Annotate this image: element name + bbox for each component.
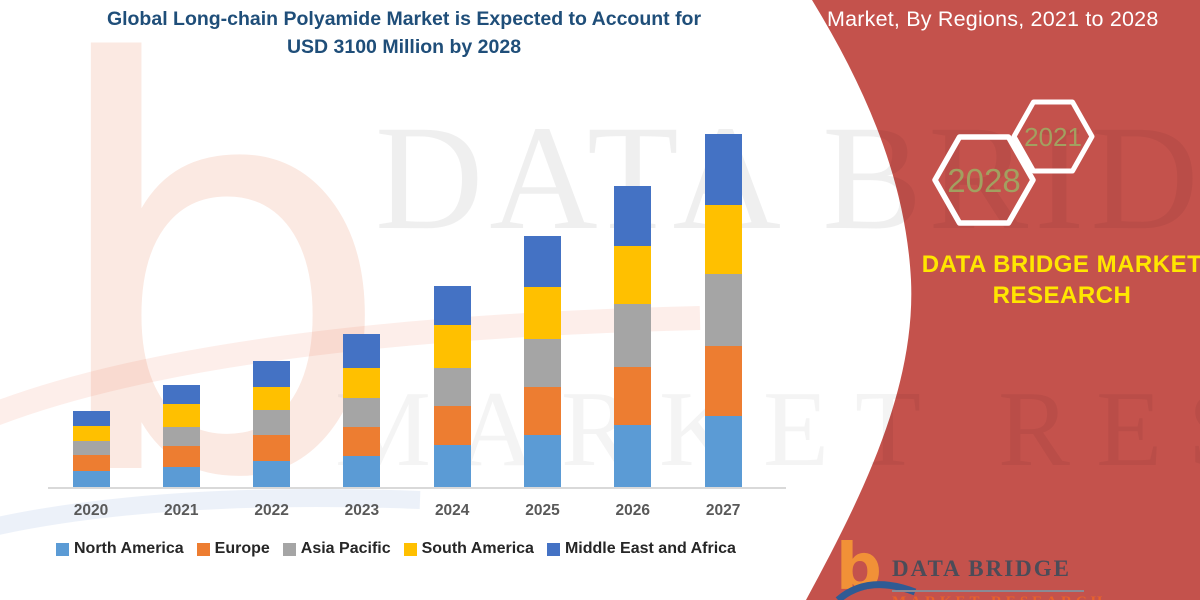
stacked-bar-2022	[253, 361, 291, 487]
bar-segment-2025-south-america	[524, 287, 561, 339]
bar-segment-2025-north-america	[524, 435, 561, 487]
legend-swatch-icon	[546, 542, 560, 556]
bar-segment-2020-north-america	[72, 471, 110, 487]
legend-item-asia-pacific: Asia Pacific	[282, 540, 391, 558]
bar-segment-2021-south-america	[162, 404, 200, 427]
plot-area	[48, 117, 786, 489]
stacked-bar-2020	[72, 411, 110, 487]
x-tick-label-2026: 2026	[615, 502, 651, 519]
hexagon-2021	[1011, 99, 1095, 174]
x-tick-label-2021: 2021	[164, 502, 199, 519]
footer-logo-swoosh	[835, 581, 917, 600]
bar-segment-2020-europe	[72, 455, 110, 471]
ribbon-ghost-text-2: MARKET RESEARCH	[335, 370, 1200, 489]
ribbon-brand-text: DATA BRIDGE MARKET RESEARCH	[921, 251, 1200, 309]
bar-segment-2020-south-america	[72, 426, 110, 441]
bar-segment-2024-middle-east-and-africa	[433, 286, 471, 325]
x-tick-label-2020: 2020	[73, 502, 109, 519]
stacked-bar-2021	[162, 385, 200, 487]
bar-segment-2027-asia-pacific	[704, 274, 742, 346]
watermark-b-glyph: b	[40, 0, 395, 600]
bar-segment-2021-north-america	[162, 467, 200, 487]
bar-segment-2022-asia-pacific	[253, 410, 291, 435]
bar-segment-2026-asia-pacific	[614, 304, 652, 367]
bar-segment-2026-middle-east-and-africa	[614, 186, 652, 246]
legend-swatch-icon	[196, 542, 210, 556]
bar-segment-2025-asia-pacific	[524, 339, 561, 387]
legend-label: Middle East and Africa	[564, 540, 736, 557]
watermark-red-swoosh	[0, 306, 701, 426]
x-tick-label-2027: 2027	[705, 502, 741, 519]
legend-item-south-america: South America	[403, 540, 534, 558]
bar-segment-2021-europe	[162, 446, 200, 467]
chart-title-line1: Global Long-chain Polyamide Market is Ex…	[106, 8, 702, 30]
year-hexagons: 2028 2021	[932, 99, 1095, 226]
bar-segment-2020-asia-pacific	[72, 441, 110, 455]
bar-segment-2022-middle-east-and-africa	[253, 361, 291, 387]
stacked-bar-2027	[704, 134, 742, 487]
bar-segment-2026-north-america	[614, 425, 652, 487]
chart-title: Global Long-chain Polyamide Market is Ex…	[30, 6, 778, 61]
bar-segment-2022-europe	[253, 435, 291, 461]
bar-segment-2020-middle-east-and-africa	[72, 411, 110, 426]
legend-item-europe: Europe	[196, 540, 270, 558]
legend-swatch-icon	[56, 542, 69, 556]
hexagon-2028	[932, 134, 1036, 226]
stacked-bar-2025	[524, 236, 561, 487]
bar-segment-2023-south-america	[343, 368, 381, 398]
x-tick-label-2024: 2024	[434, 502, 470, 519]
legend-swatch-icon	[403, 542, 417, 556]
stacked-bar-2026	[614, 186, 652, 487]
bar-segment-2021-middle-east-and-africa	[162, 385, 200, 404]
chart-legend: North America Europe Asia Pacific South Ame…	[56, 540, 736, 558]
x-tick-label-2022: 2022	[254, 502, 289, 519]
ribbon-heading: Market, By Regions, 2021 to 2028	[827, 7, 1159, 31]
legend-label: South America	[421, 540, 534, 557]
chart-title-line2: USD 3100 Million by 2028	[286, 35, 522, 58]
bar-segment-2024-europe	[433, 406, 471, 445]
legend-swatch-icon	[282, 542, 296, 556]
stacked-bar-2023	[343, 334, 381, 487]
bar-segment-2027-south-america	[704, 205, 742, 274]
bar-segment-2023-europe	[343, 427, 381, 456]
bar-segment-2022-north-america	[253, 461, 291, 487]
bar-segment-2027-middle-east-and-africa	[704, 134, 742, 205]
bar-segment-2025-europe	[524, 387, 561, 435]
footer-brand-line1: DATA BRIDGE	[892, 556, 1071, 581]
bar-segment-2026-south-america	[614, 246, 652, 304]
bar-segment-2026-europe	[614, 367, 652, 425]
hexagon-2028-label: 2028	[947, 162, 1020, 199]
bar-segment-2024-south-america	[433, 325, 471, 368]
bar-segment-2027-north-america	[704, 416, 742, 487]
bar-segment-2027-europe	[704, 346, 742, 416]
legend-item-north-america: North America	[56, 540, 184, 558]
bar-segment-2023-asia-pacific	[343, 398, 381, 427]
footer-brand-divider	[892, 590, 1084, 592]
bar-segment-2022-south-america	[253, 387, 291, 410]
legend-item-middle-east-and-africa: Middle East and Africa	[546, 540, 736, 558]
bar-segment-2021-asia-pacific	[162, 427, 200, 446]
footer-brand-line2: MARKET RESEARCH	[892, 594, 1106, 600]
footer-blue-arc	[835, 581, 917, 600]
legend-label: Asia Pacific	[300, 540, 391, 557]
hexagon-2021-label: 2021	[1024, 122, 1082, 152]
watermark-blue-swoosh	[0, 489, 421, 535]
legend-label: North America	[74, 540, 184, 557]
bar-segment-2025-middle-east-and-africa	[524, 236, 561, 287]
x-axis-labels: 2020 2021 2022 2023 2024 2025 2026 2027	[48, 502, 786, 522]
x-tick-label-2023: 2023	[344, 502, 380, 519]
ribbon-red-band	[806, 0, 1200, 600]
bar-segment-2024-asia-pacific	[433, 368, 471, 406]
bar-segment-2023-middle-east-and-africa	[343, 334, 381, 368]
stacked-bar-2024	[433, 286, 471, 487]
legend-label: Europe	[214, 540, 270, 557]
bar-segment-2024-north-america	[433, 445, 471, 487]
bar-segment-2023-north-america	[343, 456, 381, 487]
x-tick-label-2025: 2025	[525, 502, 560, 519]
